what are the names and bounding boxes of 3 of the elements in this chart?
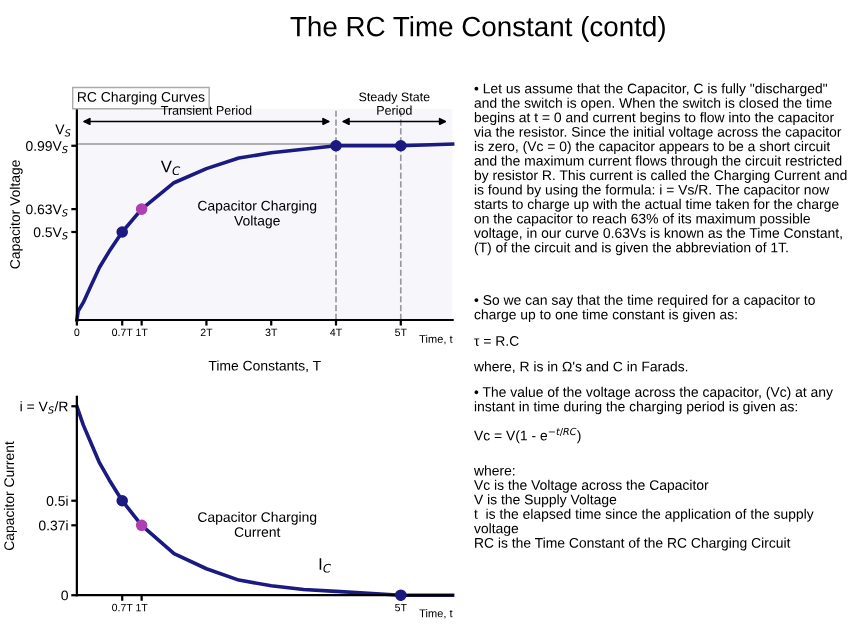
annotation: V$_{C}$ <box>160 160 181 176</box>
annotation: I$_{C}$ <box>319 558 332 573</box>
text: The RC Time Constant (contd) <box>290 16 665 42</box>
